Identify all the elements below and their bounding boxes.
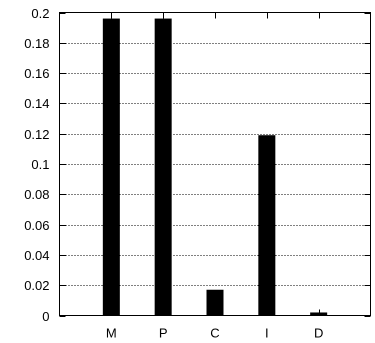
bar-m <box>102 18 120 316</box>
y-tick-label: 0.2 <box>31 6 49 21</box>
y-tick-label: 0.08 <box>24 187 49 202</box>
x-tick-label: D <box>314 326 323 341</box>
bars <box>102 18 328 316</box>
y-tick-label: 0.06 <box>24 218 49 233</box>
bar-c <box>206 289 224 316</box>
x-tick-label: M <box>106 326 117 341</box>
y-tick-label: 0.18 <box>24 36 49 51</box>
x-tick-label: P <box>159 326 168 341</box>
x-tick-label: I <box>265 326 269 341</box>
y-tick-label: 0 <box>42 309 49 324</box>
bar-p <box>154 18 172 316</box>
y-tick-label: 0.1 <box>31 157 49 172</box>
y-tick-label: 0.04 <box>24 248 49 263</box>
plot-frame <box>59 12 371 316</box>
y-tick-label: 0.12 <box>24 127 49 142</box>
y-tick-label: 0.14 <box>24 96 49 111</box>
y-tick-label: 0.02 <box>24 278 49 293</box>
tick-labels: 0 0.02 0.04 0.06 0.08 0.1 0.12 0.14 0.16 0.18 0.2 M… <box>24 6 323 341</box>
axis-ticks <box>59 12 371 317</box>
y-tick-label: 0.16 <box>24 66 49 81</box>
bar-i <box>258 135 276 316</box>
bar-d <box>310 312 328 316</box>
x-tick-label: C <box>210 326 219 341</box>
